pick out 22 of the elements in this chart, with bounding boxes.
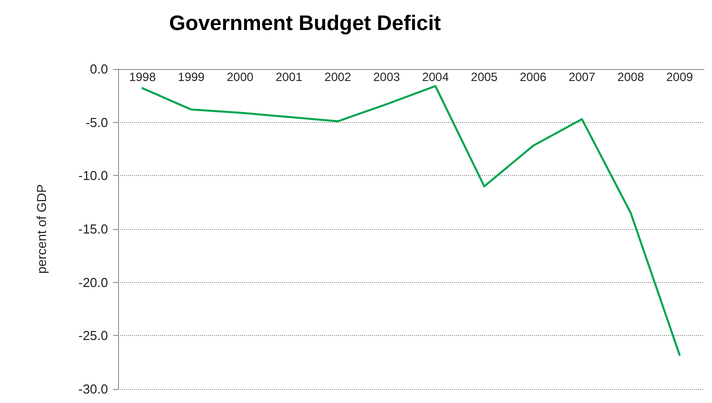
x-tick-label: 2009 (666, 70, 694, 84)
x-tick-label: 1998 (129, 70, 156, 84)
x-tick-label: 2003 (373, 70, 400, 84)
y-tick-label: 0.0 (90, 62, 108, 76)
x-tick-label: 2008 (617, 70, 644, 84)
y-axis-title: percent of GDP (34, 184, 49, 274)
chart-title: Government Budget Deficit (169, 12, 441, 35)
x-tick-label: 2006 (520, 70, 547, 84)
x-tick-label: 2002 (324, 70, 352, 84)
y-tick-label: -20.0 (78, 274, 108, 290)
x-tick-label: 2007 (568, 70, 596, 84)
y-tick-label: -30.0 (78, 382, 108, 396)
x-tick-label: 2005 (470, 70, 498, 84)
y-tick-label: -10.0 (78, 168, 108, 184)
x-tick-label: 2004 (422, 70, 450, 84)
line-series (141, 85, 681, 356)
y-tick-label: -5.0 (86, 114, 108, 130)
y-tick-label: -15.0 (78, 222, 108, 236)
x-tick-label: 2000 (226, 70, 254, 84)
x-tick-label: 2001 (276, 70, 303, 84)
y-tick-label: -25.0 (78, 328, 108, 344)
x-tick-label: 1999 (178, 70, 205, 84)
